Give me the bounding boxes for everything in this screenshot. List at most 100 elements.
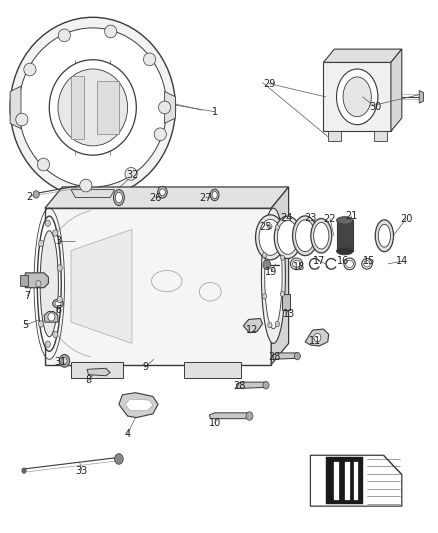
Ellipse shape (255, 215, 285, 260)
Circle shape (45, 220, 50, 227)
Text: 15: 15 (363, 256, 375, 266)
Circle shape (268, 224, 272, 229)
Ellipse shape (144, 53, 155, 66)
Ellipse shape (343, 77, 371, 117)
Circle shape (57, 265, 62, 271)
Polygon shape (44, 312, 58, 322)
Circle shape (45, 341, 50, 348)
Circle shape (33, 191, 39, 198)
Text: 26: 26 (150, 192, 162, 203)
Circle shape (57, 296, 62, 303)
Ellipse shape (336, 216, 353, 224)
Ellipse shape (53, 300, 63, 308)
Circle shape (280, 255, 285, 260)
Circle shape (115, 454, 123, 464)
Polygon shape (328, 131, 341, 141)
Polygon shape (10, 86, 21, 128)
Text: 5: 5 (22, 320, 28, 330)
Ellipse shape (265, 223, 282, 329)
Ellipse shape (19, 28, 167, 187)
Circle shape (275, 225, 279, 230)
Text: 17: 17 (313, 256, 325, 266)
Text: 6: 6 (55, 305, 61, 315)
Polygon shape (271, 187, 289, 365)
Polygon shape (325, 457, 363, 504)
Text: 28: 28 (268, 352, 281, 361)
Ellipse shape (55, 301, 61, 306)
Ellipse shape (125, 167, 137, 180)
Text: 29: 29 (263, 78, 275, 88)
Polygon shape (244, 318, 262, 333)
Circle shape (53, 331, 58, 337)
Polygon shape (323, 49, 402, 62)
Ellipse shape (16, 113, 28, 126)
Ellipse shape (293, 261, 300, 267)
Polygon shape (25, 273, 48, 288)
Circle shape (294, 352, 300, 360)
Circle shape (39, 321, 44, 327)
Text: 28: 28 (234, 381, 246, 391)
Ellipse shape (314, 222, 329, 249)
Text: 12: 12 (245, 325, 258, 335)
Polygon shape (323, 62, 391, 131)
Text: 33: 33 (76, 466, 88, 475)
Text: 22: 22 (324, 214, 336, 224)
Text: 7: 7 (25, 290, 31, 301)
Circle shape (59, 354, 70, 367)
Ellipse shape (37, 216, 61, 351)
Text: 24: 24 (280, 213, 293, 223)
Polygon shape (345, 462, 350, 500)
Ellipse shape (159, 101, 171, 114)
Polygon shape (272, 353, 298, 359)
Text: 9: 9 (142, 362, 148, 372)
Polygon shape (119, 393, 158, 418)
Ellipse shape (158, 187, 167, 198)
Polygon shape (125, 399, 153, 411)
Text: 21: 21 (346, 211, 358, 221)
Polygon shape (45, 187, 289, 208)
Text: 27: 27 (200, 192, 212, 203)
Circle shape (280, 291, 285, 296)
Polygon shape (391, 49, 402, 131)
Ellipse shape (154, 128, 166, 141)
Polygon shape (305, 329, 328, 346)
Ellipse shape (10, 17, 176, 198)
Ellipse shape (375, 220, 393, 252)
Text: 10: 10 (208, 418, 221, 428)
Text: 20: 20 (400, 214, 412, 224)
Polygon shape (311, 455, 402, 506)
Polygon shape (20, 275, 28, 286)
Ellipse shape (378, 224, 391, 247)
Polygon shape (209, 413, 251, 419)
Polygon shape (354, 462, 358, 500)
Ellipse shape (80, 179, 92, 192)
Ellipse shape (336, 69, 378, 125)
Circle shape (262, 253, 267, 258)
Ellipse shape (296, 220, 315, 252)
Polygon shape (71, 190, 115, 198)
Ellipse shape (364, 261, 370, 267)
Ellipse shape (261, 208, 286, 343)
Bar (282, 294, 290, 310)
Text: 3: 3 (55, 236, 61, 246)
Polygon shape (71, 229, 132, 343)
Ellipse shape (116, 192, 122, 203)
Ellipse shape (212, 191, 217, 198)
Polygon shape (165, 92, 176, 123)
Polygon shape (419, 91, 424, 103)
Text: 19: 19 (265, 267, 277, 277)
Ellipse shape (113, 190, 124, 206)
Text: 23: 23 (304, 213, 317, 223)
Ellipse shape (293, 216, 318, 256)
Polygon shape (45, 208, 271, 365)
Ellipse shape (336, 247, 353, 255)
Ellipse shape (37, 158, 49, 171)
Circle shape (263, 260, 271, 270)
Polygon shape (336, 220, 353, 251)
Circle shape (39, 240, 44, 247)
Circle shape (48, 313, 55, 321)
Text: 31: 31 (54, 357, 66, 367)
Circle shape (263, 382, 269, 389)
Ellipse shape (105, 25, 117, 38)
Circle shape (53, 230, 58, 236)
